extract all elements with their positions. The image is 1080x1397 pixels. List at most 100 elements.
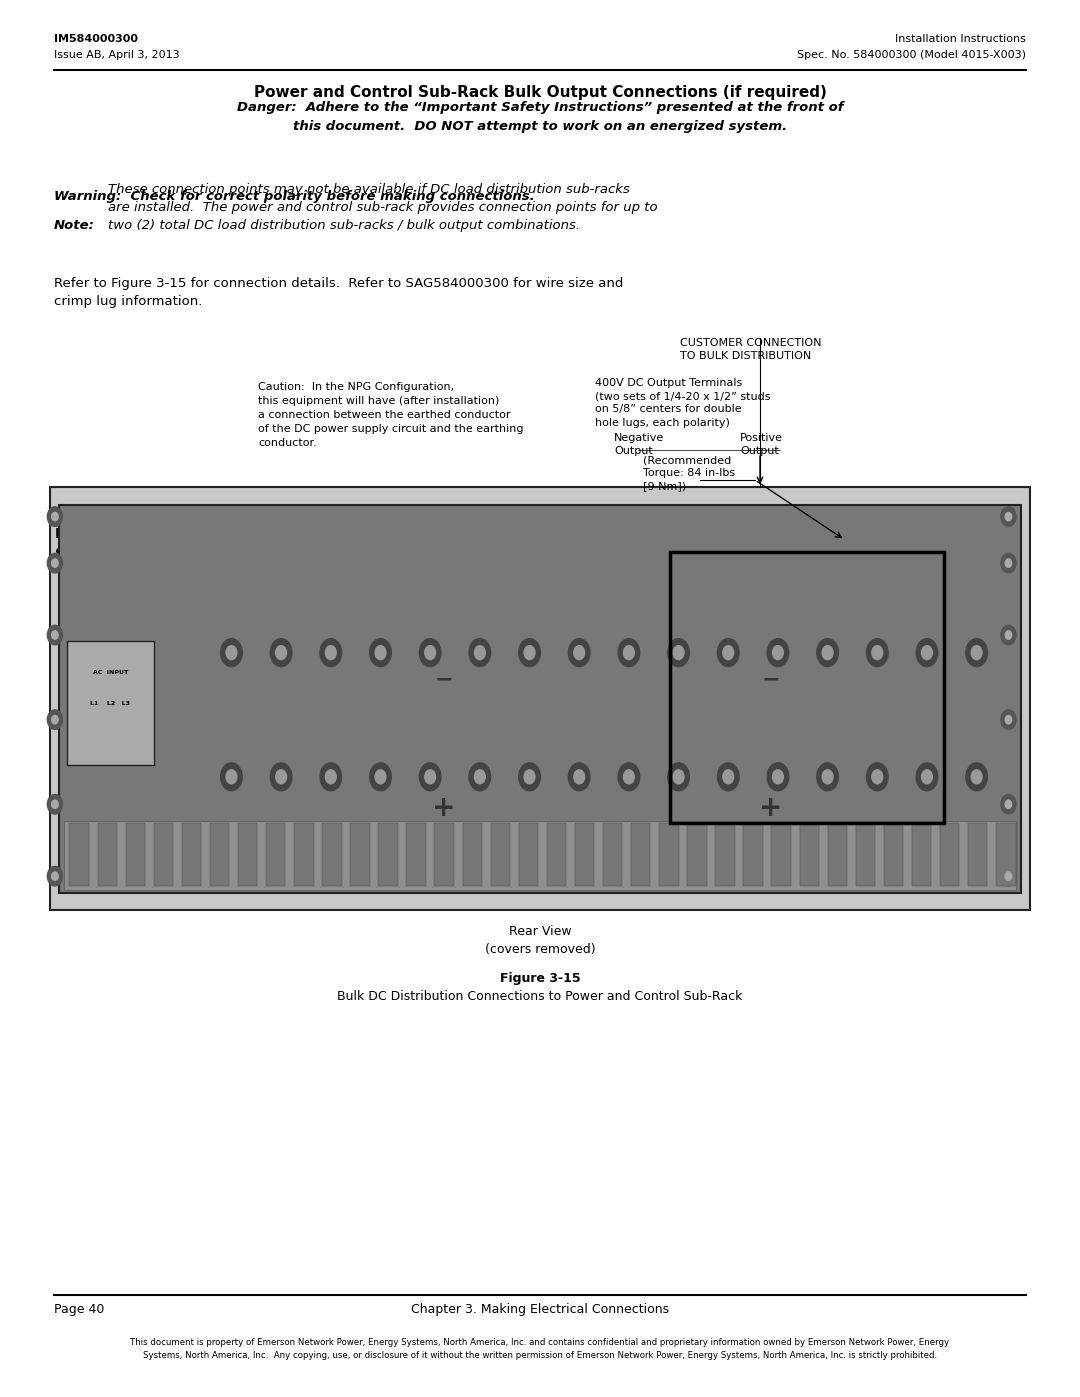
Bar (434, 823, 454, 886)
Circle shape (1001, 795, 1016, 814)
Circle shape (872, 645, 882, 659)
Bar (799, 823, 819, 886)
Text: L1    L2   L3: L1 L2 L3 (91, 700, 131, 705)
Text: −: − (761, 669, 781, 690)
Circle shape (325, 770, 336, 784)
Circle shape (866, 638, 888, 666)
Circle shape (275, 645, 286, 659)
Bar (743, 823, 762, 886)
Bar (350, 823, 369, 886)
Circle shape (723, 770, 733, 784)
Text: +: + (432, 793, 456, 821)
Circle shape (52, 872, 58, 880)
Circle shape (226, 770, 237, 784)
Circle shape (1005, 872, 1012, 880)
Circle shape (474, 770, 485, 784)
Text: −: − (434, 669, 453, 690)
Bar (912, 823, 931, 886)
Text: Bulk DC Distribution Connections to Power and Control Sub-Rack: Bulk DC Distribution Connections to Powe… (337, 990, 743, 1003)
Bar (631, 823, 650, 886)
Circle shape (971, 645, 982, 659)
Text: This document is property of Emerson Network Power, Energy Systems, North Americ: This document is property of Emerson Net… (131, 1338, 949, 1359)
Text: (Recommended
Torque: 84 in-lbs
[9 Nm]): (Recommended Torque: 84 in-lbs [9 Nm]) (643, 455, 735, 492)
Bar (575, 823, 594, 886)
Bar (67, 641, 153, 766)
Circle shape (369, 763, 391, 791)
Circle shape (226, 645, 237, 659)
Text: Warning:  Check for correct polarity before making connections.: Warning: Check for correct polarity befo… (54, 190, 535, 203)
Bar (378, 823, 397, 886)
Circle shape (673, 770, 684, 784)
Text: Figure 3-15: Figure 3-15 (500, 972, 580, 985)
Bar (687, 823, 706, 886)
Text: Note:: Note: (54, 219, 95, 232)
Bar (153, 823, 173, 886)
Bar (238, 823, 257, 886)
Circle shape (916, 763, 937, 791)
Text: 400V DC Output Terminals
(two sets of 1/4-20 x 1/2” studs
on 5/8” centers for do: 400V DC Output Terminals (two sets of 1/… (595, 379, 770, 427)
Circle shape (916, 638, 937, 666)
Circle shape (52, 513, 58, 521)
Circle shape (1005, 715, 1012, 724)
Text: These connection points may not be available if DC load distribution sub-racks
a: These connection points may not be avail… (108, 183, 658, 232)
Circle shape (1001, 866, 1016, 886)
Text: Rear View
(covers removed): Rear View (covers removed) (485, 925, 595, 956)
Circle shape (822, 645, 833, 659)
Circle shape (1005, 631, 1012, 640)
Bar (58, 506, 1022, 893)
Bar (462, 823, 482, 886)
Text: Spec. No. 584000300 (Model 4015-X003): Spec. No. 584000300 (Model 4015-X003) (797, 50, 1026, 60)
Circle shape (369, 638, 391, 666)
Circle shape (469, 638, 490, 666)
Bar (996, 823, 1015, 886)
Circle shape (48, 710, 63, 729)
Text: Refer to Figure 3-15 for connection details.  Refer to SAG584000300 for wire siz: Refer to Figure 3-15 for connection deta… (54, 277, 623, 307)
Circle shape (220, 763, 242, 791)
Circle shape (772, 770, 783, 784)
Circle shape (325, 645, 336, 659)
Circle shape (872, 770, 882, 784)
Circle shape (772, 645, 783, 659)
Circle shape (375, 645, 386, 659)
Circle shape (966, 638, 987, 666)
Circle shape (48, 626, 63, 645)
Circle shape (518, 638, 540, 666)
Circle shape (48, 866, 63, 886)
Bar (406, 823, 426, 886)
Bar (968, 823, 987, 886)
Circle shape (1005, 559, 1012, 567)
Circle shape (518, 763, 540, 791)
Circle shape (623, 770, 634, 784)
Bar (827, 823, 847, 886)
Bar (715, 823, 734, 886)
Circle shape (524, 770, 535, 784)
Circle shape (723, 645, 733, 659)
Circle shape (816, 638, 838, 666)
Bar (181, 823, 201, 886)
Circle shape (673, 645, 684, 659)
Circle shape (971, 770, 982, 784)
Bar (490, 823, 510, 886)
Circle shape (717, 638, 739, 666)
Bar (771, 823, 791, 886)
Bar (855, 823, 875, 886)
Circle shape (270, 763, 292, 791)
Circle shape (573, 770, 584, 784)
Circle shape (52, 715, 58, 724)
Bar (940, 823, 959, 886)
Text: Positive
Output: Positive Output (740, 433, 783, 457)
Text: Caution:  In the NPG Configuration,
this equipment will have (after installation: Caution: In the NPG Configuration, this … (258, 381, 524, 448)
Circle shape (618, 763, 639, 791)
Circle shape (667, 763, 689, 791)
Circle shape (320, 638, 341, 666)
Circle shape (717, 763, 739, 791)
Bar (322, 823, 341, 886)
Text: Power and Control
Sub-Rack: Power and Control Sub-Rack (55, 527, 201, 560)
Circle shape (767, 763, 788, 791)
Bar (883, 823, 903, 886)
Circle shape (52, 559, 58, 567)
Circle shape (568, 638, 590, 666)
Circle shape (1001, 553, 1016, 573)
Circle shape (618, 638, 639, 666)
Bar (294, 823, 313, 886)
